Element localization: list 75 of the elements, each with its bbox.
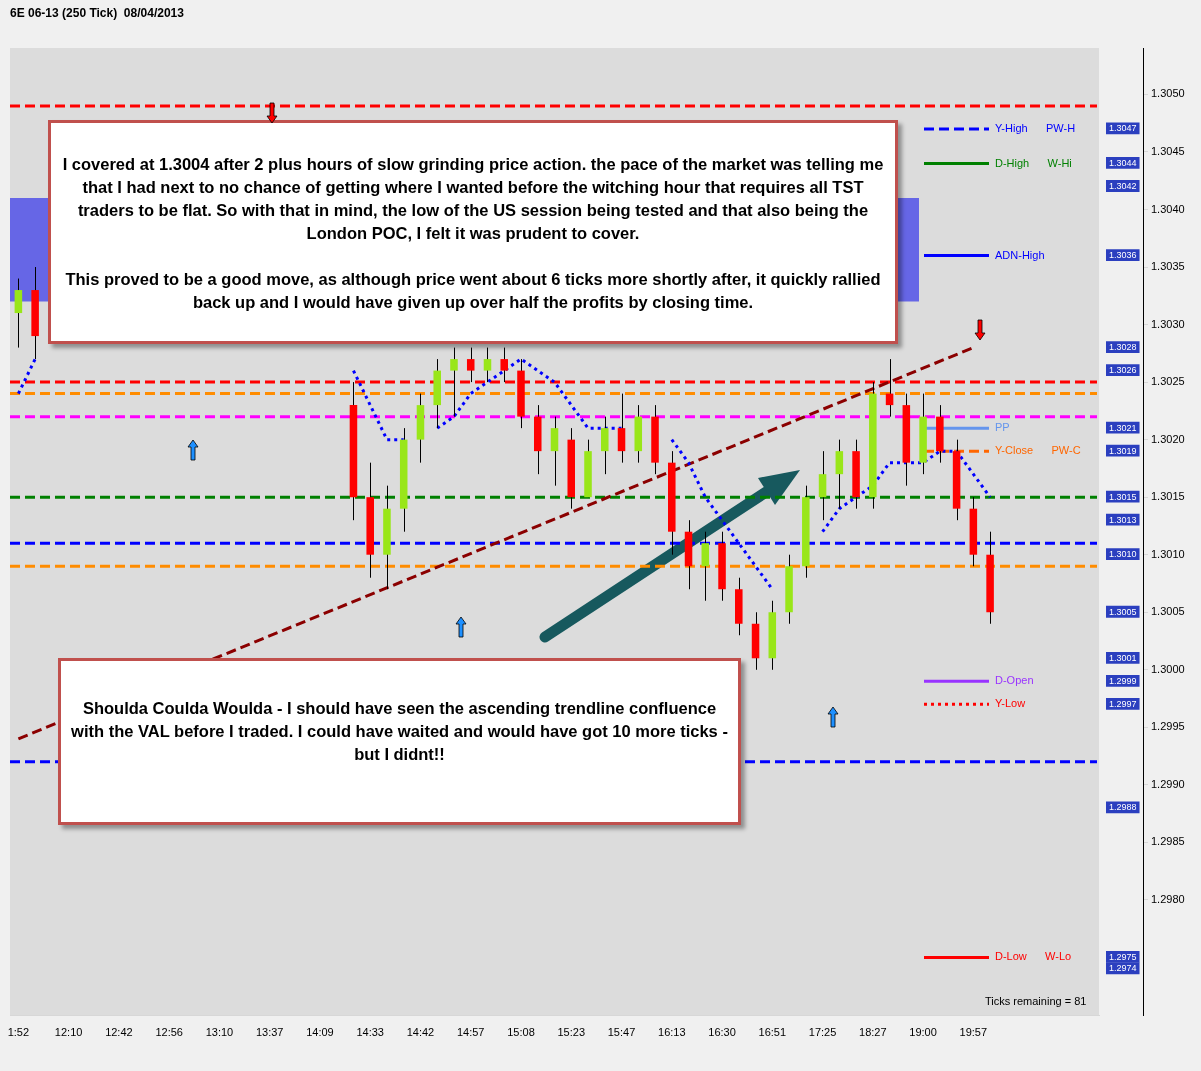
y-tick-label: 1.3035	[1151, 260, 1185, 273]
y-tick-label: 1.3025	[1151, 375, 1185, 388]
y2-tick-label: 1.3042	[1109, 180, 1137, 191]
candlestick	[550, 416, 559, 487]
y2-tick-label: 1.3013	[1109, 514, 1137, 525]
y2-tick-label: 1.3028	[1109, 342, 1137, 353]
y2-tick-label: 1.3044	[1109, 157, 1137, 168]
candlestick	[450, 347, 458, 418]
x-tick-label: 14:09	[306, 1025, 334, 1038]
candlestick	[701, 531, 710, 602]
x-tick-label: 13:37	[255, 1025, 284, 1038]
x-tick-label: 14:33	[356, 1025, 384, 1038]
x-tick-label: 15:08	[507, 1025, 535, 1038]
x-tick-label: 14:57	[456, 1025, 485, 1038]
y-tick-label: 1.2985	[1151, 835, 1185, 848]
x-tick-label: 17:25	[808, 1025, 837, 1038]
x-tick-label: 16:30	[708, 1025, 736, 1038]
y2-tick-label: 1.3036	[1109, 250, 1137, 261]
y2-tick-label: 1.3001	[1109, 652, 1137, 663]
candlestick	[600, 416, 609, 475]
annotation: Shoulda Coulda Woulda - I should have seen the ascending trendline confluence with the VAL before I traded. I could have waited and would have got 10 more ticks - but I didnt!!	[70, 698, 729, 765]
y-tick-label: 1.3040	[1151, 202, 1185, 215]
y-tick-label: 1.3030	[1151, 317, 1185, 330]
ref-line-label: D-Low W-Lo	[995, 950, 1072, 963]
y2-tick-label: 1.2974	[1109, 963, 1137, 974]
ref-line-label: ADN-High	[995, 248, 1045, 261]
x-tick-label: 15:47	[607, 1025, 636, 1038]
y-tick-label: 1.3000	[1151, 662, 1185, 675]
x-tick-label: 16:51	[758, 1025, 787, 1038]
ref-line-label: Y-High PW-H	[995, 121, 1076, 134]
x-tick-label: 13:10	[205, 1025, 234, 1038]
x-tick-label: 19:00	[909, 1025, 937, 1038]
ref-line-label: D-Open	[995, 674, 1034, 687]
chart-title: 6E 06-13 (250 Tick) 08/04/2013	[10, 5, 185, 20]
x-tick-label: 12:42	[105, 1025, 133, 1038]
note-box: I covered at 1.3004 after 2 plus hours of slow grinding price action. the pace of the market was telling me that I had next to no chance of getting where I wanted before the witching hour that requires all TST traders to be flat. So with that in mind, the low of the US session being tested and that also being the London POC, I felt it was prudent to cover. This proved to be a good move, as although price went about 6 ticks more shortly after, it quickly rallied back up and I would have given up over half the profits by closing time.	[48, 120, 898, 344]
y2-tick-label: 1.2997	[1109, 698, 1137, 709]
y-tick-label: 1.3050	[1151, 87, 1185, 100]
x-tick-label: 16:13	[658, 1025, 686, 1038]
candlestick	[483, 347, 492, 383]
y2-tick-label: 1.2975	[1109, 951, 1137, 962]
y2-tick-label: 1.3015	[1109, 491, 1137, 502]
x-tick-label: 12:10	[54, 1025, 83, 1038]
x-tick-label: 1:52	[7, 1025, 30, 1038]
x-tick-label: 14:42	[406, 1025, 435, 1038]
y-tick-label: 1.2980	[1151, 892, 1185, 905]
candlestick	[818, 450, 827, 521]
x-tick-label: 19:57	[959, 1025, 988, 1038]
x-tick-label: 15:23	[557, 1025, 586, 1038]
y2-tick-label: 1.3021	[1109, 422, 1137, 433]
ref-line-label: Y-Close PW-C	[995, 444, 1081, 457]
x-tick-label: 18:27	[859, 1025, 887, 1038]
y2-tick-label: 1.2988	[1109, 802, 1137, 813]
y-tick-label: 1.2990	[1151, 777, 1185, 790]
annotation: Ticks remaining = 81	[985, 995, 1087, 1007]
ref-line-label: PP	[995, 421, 1010, 434]
ref-line-label: D-High W-Hi	[995, 156, 1072, 169]
y2-tick-label: 1.3005	[1109, 606, 1137, 617]
y-tick-label: 1.3010	[1151, 547, 1185, 560]
candlestick	[617, 393, 626, 464]
y-tick-label: 1.3015	[1151, 490, 1185, 503]
candlestick	[835, 439, 844, 510]
note-box: Shoulda Coulda Woulda - I should have seen the ascending trendline confluence with the VAL before I traded. I could have waited and would have got 10 more ticks - but I didnt!!	[58, 658, 741, 825]
y-tick-label: 1.2995	[1151, 720, 1185, 733]
y2-tick-label: 1.3010	[1109, 549, 1137, 560]
y2-tick-label: 1.3019	[1109, 445, 1137, 456]
ref-line-label: Y-Low	[995, 697, 1026, 710]
y2-tick-label: 1.3047	[1109, 123, 1137, 134]
candlestick	[14, 278, 23, 349]
y-tick-label: 1.3045	[1151, 145, 1185, 157]
y2-tick-label: 1.2999	[1109, 675, 1137, 686]
x-tick-label: 12:56	[155, 1025, 183, 1038]
y2-tick-label: 1.3026	[1109, 365, 1137, 376]
y-tick-label: 1.3020	[1151, 432, 1185, 445]
y-tick-label: 1.3005	[1151, 605, 1185, 618]
